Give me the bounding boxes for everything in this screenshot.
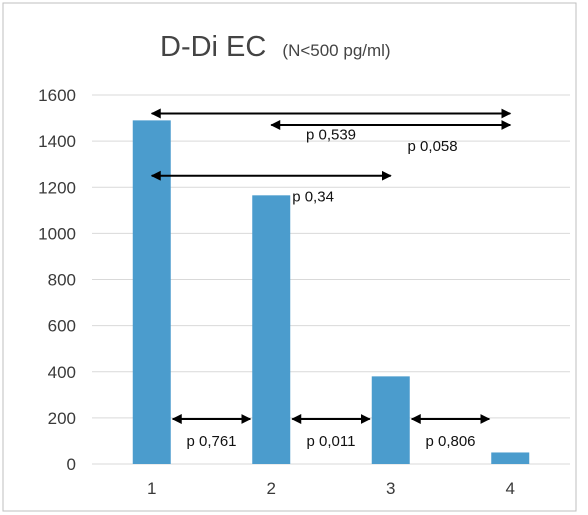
x-tick-label: 1 (147, 479, 156, 498)
y-tick-label: 1400 (38, 132, 76, 151)
y-tick-label: 800 (48, 271, 76, 290)
chart-title: D-Di EC (N<500 pg/ml) (160, 31, 391, 63)
gridlines (92, 94, 570, 465)
bar (252, 195, 291, 464)
y-tick-label: 400 (48, 363, 76, 382)
p-value-label: p 0,34 (292, 189, 334, 206)
y-tick-label: 0 (67, 455, 76, 474)
significance-annotation: p 0,806 (410, 414, 491, 450)
significance-annotations: p 0,539 p 0,058 p 0,34 p 0,761 p 0,011 p 0,80… (150, 108, 512, 450)
p-value-label: p 0,058 (408, 138, 458, 155)
y-axis-ticks: 0 200 400 600 800 1000 1200 1400 1600 (38, 86, 76, 474)
p-value-label: p 0,011 (307, 433, 356, 450)
y-tick-label: 1000 (38, 224, 76, 243)
bar (491, 452, 530, 464)
significance-annotation: p 0,011 (291, 414, 371, 450)
p-value-label: p 0,761 (186, 433, 236, 450)
bars (132, 120, 530, 465)
x-tick-label: 4 (506, 479, 515, 498)
chart-title-main: D-Di EC (160, 31, 266, 63)
y-tick-label: 600 (48, 317, 76, 336)
y-tick-label: 200 (48, 409, 76, 428)
bar (371, 376, 410, 464)
significance-annotation: p 0,761 (171, 414, 252, 450)
p-value-label: p 0,539 (306, 126, 356, 143)
y-tick-label: 1200 (38, 178, 76, 197)
chart-subtitle: (N<500 pg/ml) (282, 41, 390, 60)
bar (132, 120, 171, 465)
x-axis-ticks: 1 2 3 4 (147, 479, 515, 498)
p-value-label: p 0,806 (425, 433, 475, 450)
significance-annotation: p 0,058 (270, 119, 512, 155)
x-tick-label: 3 (386, 479, 395, 498)
significance-annotation: p 0,539 (150, 108, 512, 143)
y-tick-label: 1600 (38, 86, 76, 105)
significance-annotation: p 0,34 (150, 170, 392, 206)
x-tick-label: 2 (267, 479, 276, 498)
